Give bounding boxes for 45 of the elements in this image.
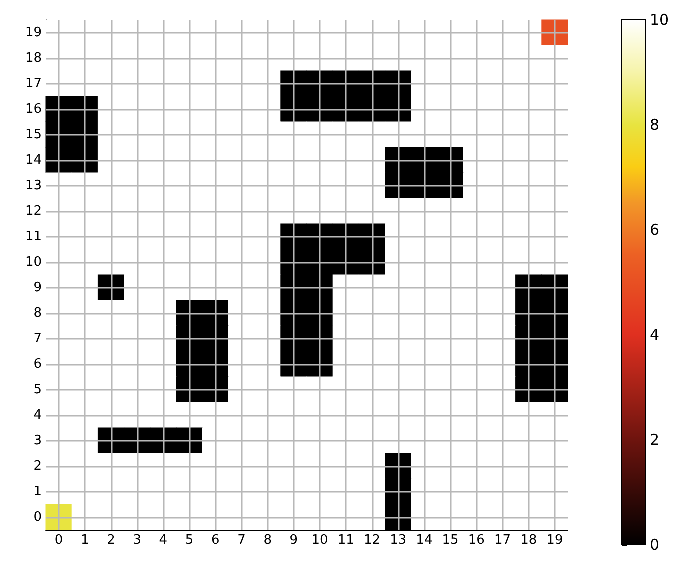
y-tick-label: 5 bbox=[34, 382, 42, 398]
x-tick-label: 2 bbox=[107, 533, 116, 548]
color-bar-label: 4 bbox=[650, 326, 660, 344]
x-tick-label: 9 bbox=[290, 533, 298, 548]
y-tick-label: 3 bbox=[34, 433, 42, 448]
x-tick-label: 18 bbox=[520, 533, 538, 548]
y-tick-label: 19 bbox=[25, 25, 42, 40]
color-bar-label: 8 bbox=[650, 116, 660, 134]
y-tick-label: 18 bbox=[25, 50, 42, 66]
y-tick-label: 8 bbox=[34, 306, 42, 321]
x-tick-label: 7 bbox=[238, 533, 246, 548]
y-tick-label: 9 bbox=[34, 280, 42, 296]
x-tick-label: 14 bbox=[416, 533, 433, 548]
y-tick-label: 15 bbox=[25, 127, 42, 142]
x-tick-label: 15 bbox=[442, 533, 459, 548]
x-tick-label: 10 bbox=[312, 533, 328, 548]
color-bar-label: 6 bbox=[650, 221, 660, 239]
y-tick-label: 17 bbox=[25, 76, 42, 92]
y-tick-label: 16 bbox=[25, 102, 42, 117]
y-tick-label: 6 bbox=[34, 356, 42, 372]
color-bar-label: 2 bbox=[650, 431, 660, 449]
x-tick-label: 3 bbox=[133, 533, 142, 548]
x-tick-label: 0 bbox=[54, 533, 64, 548]
y-tick-label: 13 bbox=[25, 178, 42, 194]
y-tick-label: 12 bbox=[25, 204, 42, 219]
y-tick-label: 2 bbox=[34, 458, 42, 474]
x-tick-label: 12 bbox=[364, 533, 381, 548]
x-tick-label: 16 bbox=[468, 533, 485, 548]
y-tick-label: 1 bbox=[34, 484, 42, 500]
y-tick-label: 14 bbox=[25, 152, 42, 168]
y-tick-label: 0 bbox=[34, 510, 42, 525]
x-tick-label: 13 bbox=[390, 533, 407, 548]
y-tick-label: 4 bbox=[34, 408, 42, 423]
color-bar-label: 10 bbox=[650, 11, 670, 29]
x-tick-label: 8 bbox=[264, 533, 272, 548]
x-tick-label: 5 bbox=[185, 533, 194, 548]
y-tick-label: 11 bbox=[25, 229, 42, 244]
x-tick-label: 17 bbox=[494, 533, 512, 548]
x-tick-label: 6 bbox=[212, 533, 220, 548]
y-tick-label: 10 bbox=[25, 254, 42, 270]
x-tick-label: 1 bbox=[81, 533, 90, 548]
x-tick-label: 11 bbox=[338, 533, 354, 548]
x-tick-label: 4 bbox=[159, 533, 168, 548]
x-tick-label: 19 bbox=[546, 533, 564, 548]
y-tick-label: 7 bbox=[34, 331, 42, 346]
